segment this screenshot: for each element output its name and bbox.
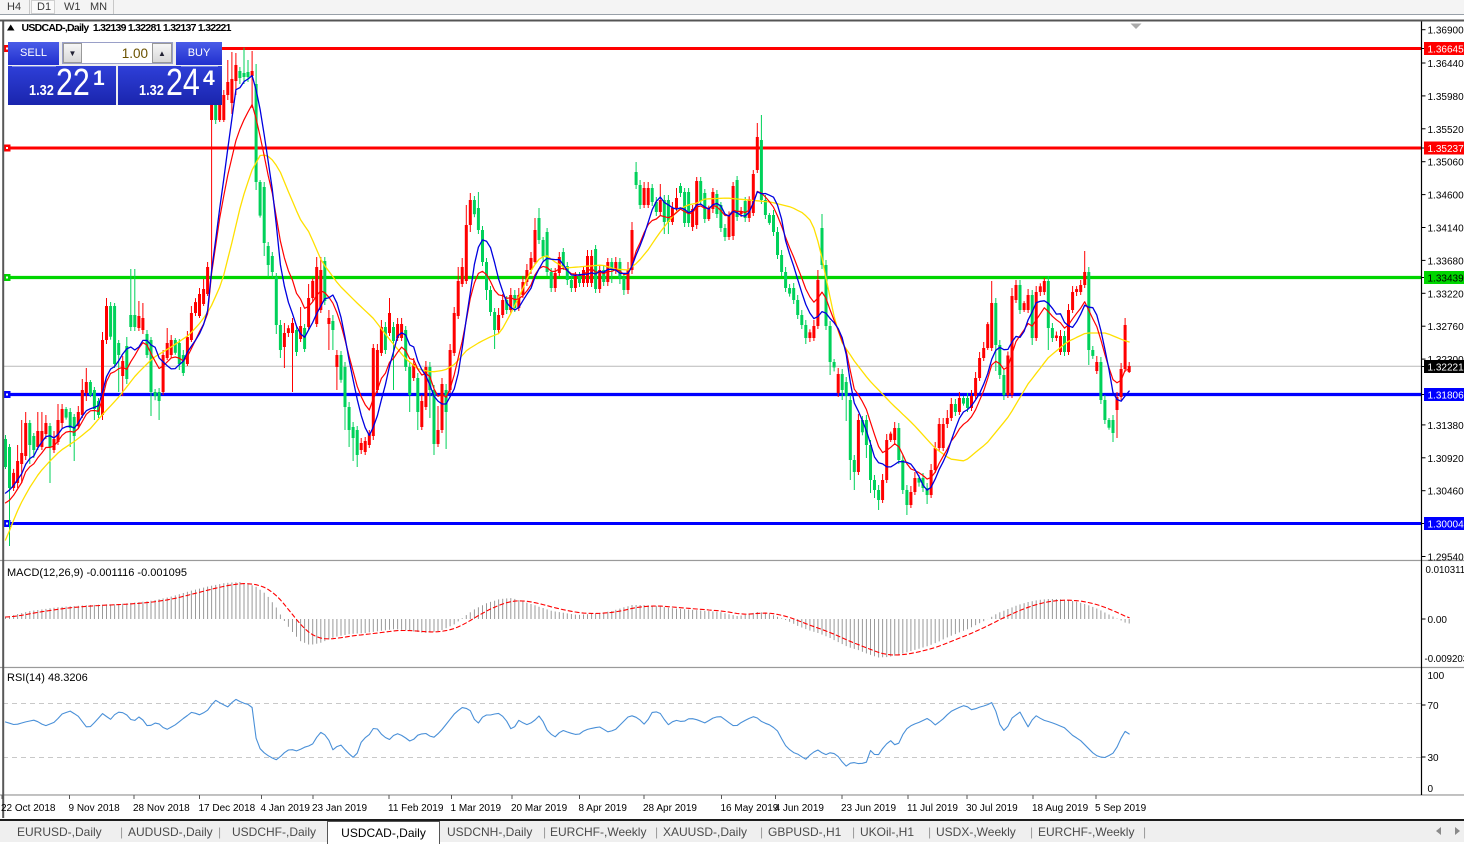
svg-text:28 Nov 2018: 28 Nov 2018 [133,803,190,814]
svg-text:4 Jun 2019: 4 Jun 2019 [775,803,825,814]
svg-text:USDCAD-,Daily 1.32139 1.32281: USDCAD-,Daily 1.32139 1.32281 1.32137 1.… [22,22,232,34]
svg-text:-0.009203: -0.009203 [1425,654,1464,665]
svg-text:18 Aug 2019: 18 Aug 2019 [1032,803,1089,814]
svg-text:1.35520: 1.35520 [1428,125,1464,136]
svg-text:1.34600: 1.34600 [1428,191,1464,202]
svg-text:0.00: 0.00 [1428,615,1448,626]
svg-text:RSI(14) 48.3206: RSI(14) 48.3206 [7,672,88,684]
svg-text:0.010311: 0.010311 [1426,565,1464,576]
svg-text:0: 0 [1428,784,1434,795]
svg-text:1.36900: 1.36900 [1428,26,1464,37]
svg-text:30 Jul 2019: 30 Jul 2019 [966,803,1018,814]
svg-text:1.36440: 1.36440 [1428,59,1464,70]
svg-text:1.30460: 1.30460 [1428,487,1464,498]
svg-text:70: 70 [1428,701,1440,712]
svg-text:20 Mar 2019: 20 Mar 2019 [511,803,568,814]
svg-text:23 Jan 2019: 23 Jan 2019 [312,803,367,814]
svg-text:16 May 2019: 16 May 2019 [721,803,779,814]
svg-text:4 Jan 2019: 4 Jan 2019 [261,803,311,814]
svg-text:1.33680: 1.33680 [1428,256,1464,267]
svg-text:30: 30 [1428,753,1440,764]
svg-text:1.35237: 1.35237 [1428,144,1464,155]
svg-text:100: 100 [1428,671,1445,682]
svg-text:1.30920: 1.30920 [1428,454,1464,465]
svg-text:23 Jun 2019: 23 Jun 2019 [841,803,896,814]
svg-text:9 Nov 2018: 9 Nov 2018 [69,803,121,814]
svg-text:17 Dec 2018: 17 Dec 2018 [199,803,256,814]
svg-text:1.31380: 1.31380 [1428,421,1464,432]
svg-text:1.32221: 1.32221 [1428,363,1464,374]
svg-text:22 Oct 2018: 22 Oct 2018 [1,803,56,814]
svg-text:28 Apr 2019: 28 Apr 2019 [643,803,697,814]
svg-text:1.36645: 1.36645 [1428,45,1464,56]
svg-text:1.33220: 1.33220 [1428,289,1464,300]
svg-text:1 Mar 2019: 1 Mar 2019 [451,803,502,814]
svg-text:11 Feb 2019: 11 Feb 2019 [388,803,444,814]
svg-text:1.35060: 1.35060 [1428,158,1464,169]
svg-text:1.32760: 1.32760 [1428,322,1464,333]
svg-text:1.34140: 1.34140 [1428,224,1464,235]
svg-text:MACD(12,26,9) -0.001116 -0.001: MACD(12,26,9) -0.001116 -0.001095 [7,567,187,579]
svg-text:5 Sep 2019: 5 Sep 2019 [1095,803,1147,814]
svg-text:8 Apr 2019: 8 Apr 2019 [579,803,628,814]
svg-text:1.31806: 1.31806 [1428,391,1464,402]
svg-text:1.35980: 1.35980 [1428,92,1464,103]
svg-text:1.30004: 1.30004 [1428,520,1464,531]
svg-text:11 Jul 2019: 11 Jul 2019 [907,803,958,814]
svg-text:1.33439: 1.33439 [1428,274,1464,285]
svg-text:1.29540: 1.29540 [1428,553,1464,564]
